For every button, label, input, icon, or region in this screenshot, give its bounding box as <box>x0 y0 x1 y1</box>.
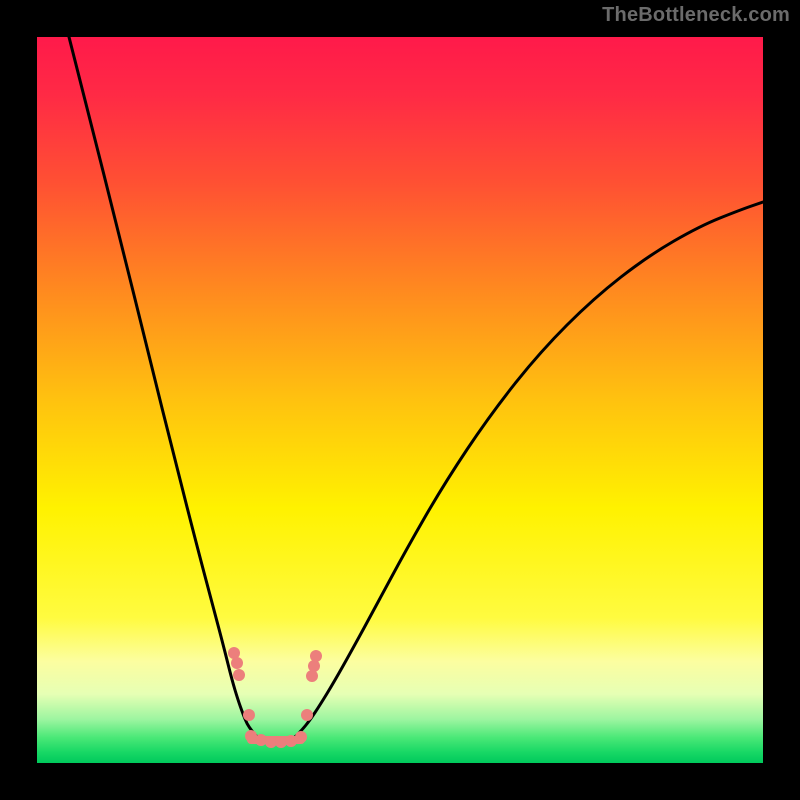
data-marker <box>308 660 320 672</box>
data-marker <box>301 709 313 721</box>
watermark-text: TheBottleneck.com <box>602 4 790 27</box>
data-marker <box>231 657 243 669</box>
data-marker <box>255 734 267 746</box>
data-marker <box>295 731 307 743</box>
data-marker <box>306 670 318 682</box>
data-marker <box>233 669 245 681</box>
canvas-wrap: TheBottleneck.com <box>0 0 800 800</box>
data-marker <box>310 650 322 662</box>
chart-svg <box>0 0 800 800</box>
data-marker <box>243 709 255 721</box>
gradient-panel <box>37 37 763 763</box>
